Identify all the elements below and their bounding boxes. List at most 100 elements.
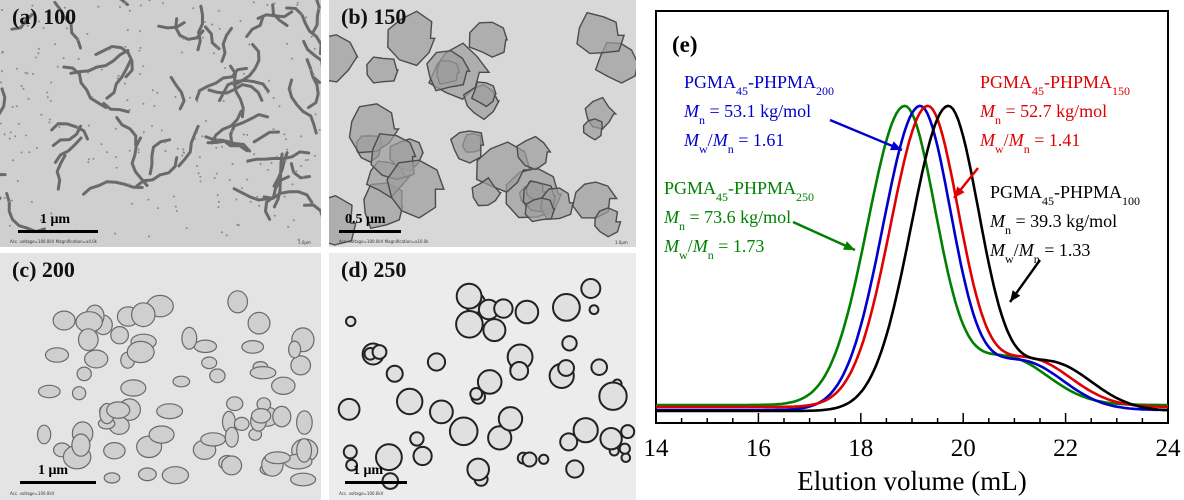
spheroid-dot: [181, 51, 183, 54]
mn-label: Mn = 53.1 kg/mol: [683, 101, 811, 127]
spheroid-dot: [221, 145, 224, 148]
spheroid-dot: [198, 156, 201, 159]
spheroid-dot: [22, 87, 25, 90]
spheroid-dot: [114, 232, 117, 235]
vesicle-ring: [598, 381, 628, 411]
spheroid-dot: [157, 207, 159, 210]
spheroid-dot: [276, 155, 278, 158]
spheroid-dot: [196, 131, 199, 134]
worm-micelle: [0, 87, 7, 116]
spheroid-dot: [252, 1, 255, 4]
x-axis-ticks: 14 16 18 20 22 24: [644, 413, 1181, 462]
worm-micelle: [263, 175, 290, 221]
spheroid-dot: [128, 108, 131, 111]
vesicle: [288, 340, 302, 359]
series-name: PGMA45-PHPMA250: [664, 178, 814, 204]
worm-micelle: [305, 58, 321, 84]
spheroid-dot: [3, 197, 6, 199]
worm-micelle: [289, 162, 312, 180]
vesicle-sheet: [426, 49, 471, 92]
worm-micelle: [157, 21, 186, 30]
vesicle: [120, 379, 147, 397]
spheroid-dot: [58, 126, 61, 129]
spheroid-dot: [160, 129, 163, 132]
spheroid-dot: [203, 20, 206, 23]
mn-label: Mn = 73.6 kg/mol: [663, 207, 791, 233]
spheroid-dot: [296, 1, 299, 4]
x-tick-label: 18: [848, 435, 873, 462]
spheroid-dot: [266, 91, 269, 94]
arrowhead: [843, 241, 855, 250]
spheroid-dot: [24, 134, 27, 137]
spheroid-dot: [115, 156, 117, 159]
gpc-chart: 14 16 18 20 22 24 (e) Elution volume (mL) PGM…: [644, 10, 1181, 496]
spheroid-dot: [284, 159, 287, 162]
spheroid-dot: [217, 206, 220, 209]
worm-micelle: [287, 78, 318, 135]
worm-micelle: [210, 109, 243, 145]
curves: [656, 104, 1169, 413]
spheroid-dot: [116, 77, 119, 80]
spheroid-dot: [57, 8, 60, 11]
spheroid-dot: [272, 96, 275, 99]
vesicle: [103, 441, 126, 460]
x-tick-label: 22: [1053, 435, 1078, 462]
worm-micelle: [285, 6, 321, 55]
spheroid-dot: [87, 71, 89, 74]
spheroid-dot: [3, 133, 6, 136]
vesicle-sheet: [524, 197, 556, 223]
spheroid-dot: [100, 143, 103, 146]
vesicle-ring: [588, 304, 600, 316]
vesicle: [200, 432, 227, 447]
spheroid-dot: [137, 151, 140, 154]
vesicle-ring: [580, 278, 602, 299]
worm-micelle: [50, 122, 89, 141]
spheroid-dot: [181, 154, 184, 157]
spheroid-dot: [182, 151, 185, 154]
spheroid-dot: [131, 202, 133, 205]
vesicle-ring: [565, 459, 585, 479]
spheroid-dot: [189, 96, 191, 99]
vesicle: [272, 405, 292, 428]
spheroid-dot: [25, 22, 28, 25]
spheroid-dot: [148, 0, 151, 2]
vesicle-ring: [426, 352, 447, 372]
vesicle: [126, 340, 155, 364]
mn-label: Mn = 39.3 kg/mol: [989, 211, 1117, 237]
spheroid-dot: [292, 219, 295, 222]
worm-micelle: [220, 26, 233, 63]
spheroid-dot: [20, 85, 23, 87]
spheroid-dot: [77, 38, 80, 41]
spheroid-dot: [289, 88, 292, 91]
spheroid-dot: [268, 79, 270, 82]
vesicle-ring: [429, 399, 454, 425]
spheroid-dot: [0, 122, 2, 125]
panel-label-b: (b) 150: [341, 4, 407, 29]
spheroid-dot: [50, 212, 53, 215]
spheroid-dot: [35, 147, 38, 149]
worm-micelle: [303, 203, 321, 218]
spheroid-dot: [26, 72, 29, 75]
spheroid-dot: [292, 171, 294, 174]
worm-micelle: [115, 116, 138, 147]
spheroid-dot: [295, 170, 298, 173]
spheroid-dot: [248, 43, 251, 46]
vesicle-sheet: [387, 10, 436, 67]
spheroid-dot: [225, 234, 228, 237]
spheroid-dot: [217, 200, 220, 203]
spheroid-dot: [48, 118, 51, 121]
spheroid-dot: [1, 50, 4, 53]
spheroid-dot: [87, 124, 90, 127]
tem-panel-d: (d) 250 1 μm Acc. voltage=100.0kV: [329, 253, 636, 500]
spheroid-dot: [26, 24, 29, 27]
panel-label-c: (c) 200: [12, 257, 75, 282]
spheroid-dot: [77, 57, 80, 60]
tem-image-a: [0, 0, 321, 247]
spheroid-dot: [119, 6, 121, 9]
spheroid-dot: [9, 131, 12, 134]
spheroid-dot: [234, 122, 237, 125]
spheroid-dot: [222, 100, 225, 103]
worm-micelle: [302, 39, 321, 68]
worm-micelle: [245, 15, 265, 38]
spheroid-dot: [115, 166, 118, 169]
